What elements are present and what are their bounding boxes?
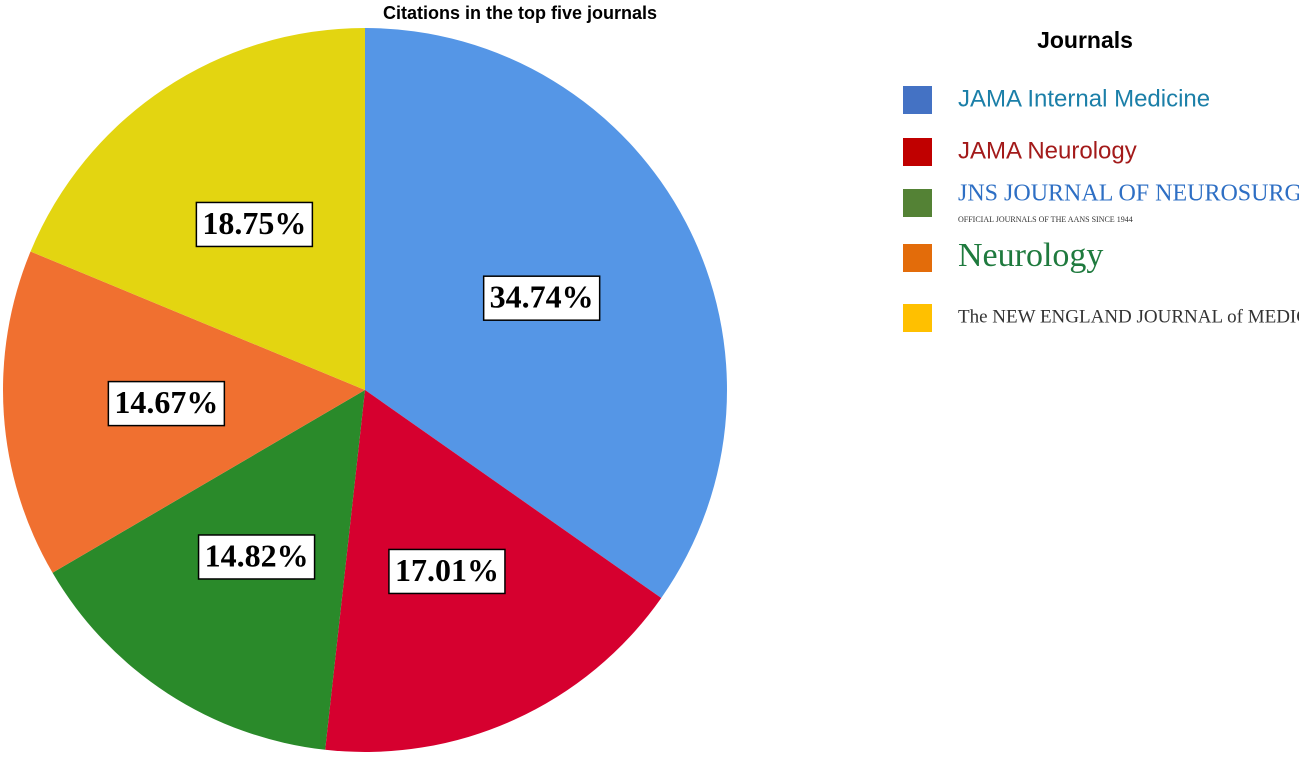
legend-label: JNS JOURNAL OF NEUROSURGERY <box>958 181 1299 207</box>
data-label: 17.01% <box>395 552 499 588</box>
legend-swatch <box>903 244 932 272</box>
legend-label: The NEW ENGLAND JOURNAL of MEDICINE <box>958 306 1299 327</box>
chart-title: Citations in the top five journals <box>383 3 657 23</box>
data-label: 18.75% <box>202 205 306 241</box>
data-label-box <box>388 548 506 595</box>
data-label: 14.82% <box>205 537 309 573</box>
data-label: 34.74% <box>490 279 594 315</box>
legend-swatch <box>903 304 932 332</box>
legend-swatch <box>903 138 932 166</box>
legend-swatch <box>903 189 932 217</box>
legend-label: Neurology <box>958 237 1103 274</box>
data-label-box <box>482 275 601 321</box>
data-label-box <box>197 534 316 580</box>
legend-swatch <box>903 86 932 114</box>
legend-title: Journals <box>1037 27 1133 53</box>
legend-label: JAMA Neurology <box>958 137 1137 164</box>
legend-tagline: OFFICIAL JOURNALS OF THE AANS SINCE 1944 <box>958 215 1133 224</box>
data-label-box <box>107 380 226 427</box>
data-label: 14.67% <box>114 384 218 420</box>
legend-label: JAMA Internal Medicine <box>958 85 1210 112</box>
data-label-box <box>195 201 314 248</box>
